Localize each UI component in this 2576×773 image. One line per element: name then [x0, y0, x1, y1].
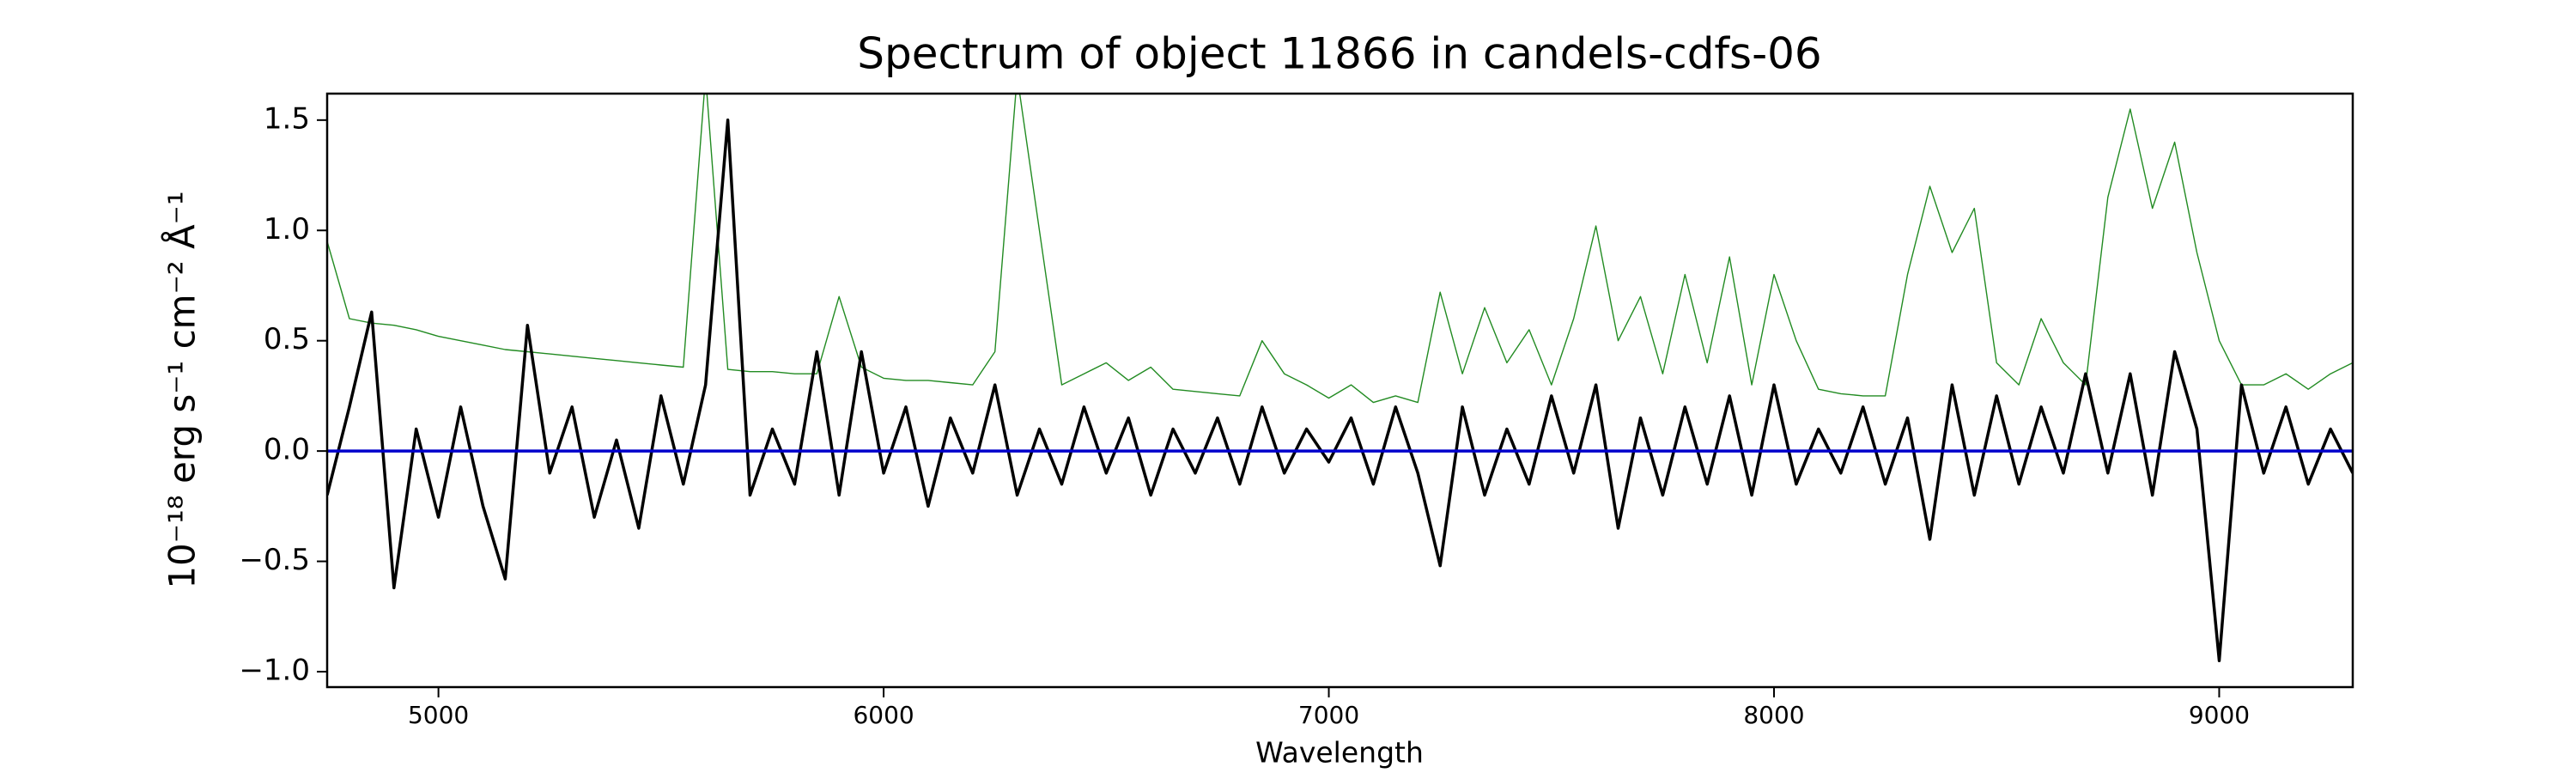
y-tick-label: 1.5: [264, 101, 310, 136]
chart-title: Spectrum of object 11866 in candels-cdfs…: [857, 29, 1822, 79]
spectrum-line: [327, 119, 2353, 662]
x-tick-label: 9000: [2189, 701, 2250, 729]
plot-frame: [325, 92, 2354, 689]
y-tick-label: 0.5: [264, 322, 310, 356]
x-tick-label: 8000: [1743, 701, 1804, 729]
y-tick-label: 0.0: [264, 433, 310, 467]
x-axis-label: Wavelength: [1255, 736, 1424, 770]
y-tick-label: 1.0: [264, 212, 310, 247]
y-tick-label: −1.0: [239, 654, 310, 688]
spectrum-line: [327, 94, 2353, 404]
x-tick-label: 6000: [853, 701, 914, 729]
x-tick-label: 5000: [408, 701, 469, 729]
y-axis-label: 10⁻¹⁸ erg s⁻¹ cm⁻² Å⁻¹: [161, 191, 204, 588]
y-tick-label: −0.5: [239, 543, 310, 577]
plot-lines: [327, 94, 2353, 662]
x-tick-label: 7000: [1298, 701, 1359, 729]
